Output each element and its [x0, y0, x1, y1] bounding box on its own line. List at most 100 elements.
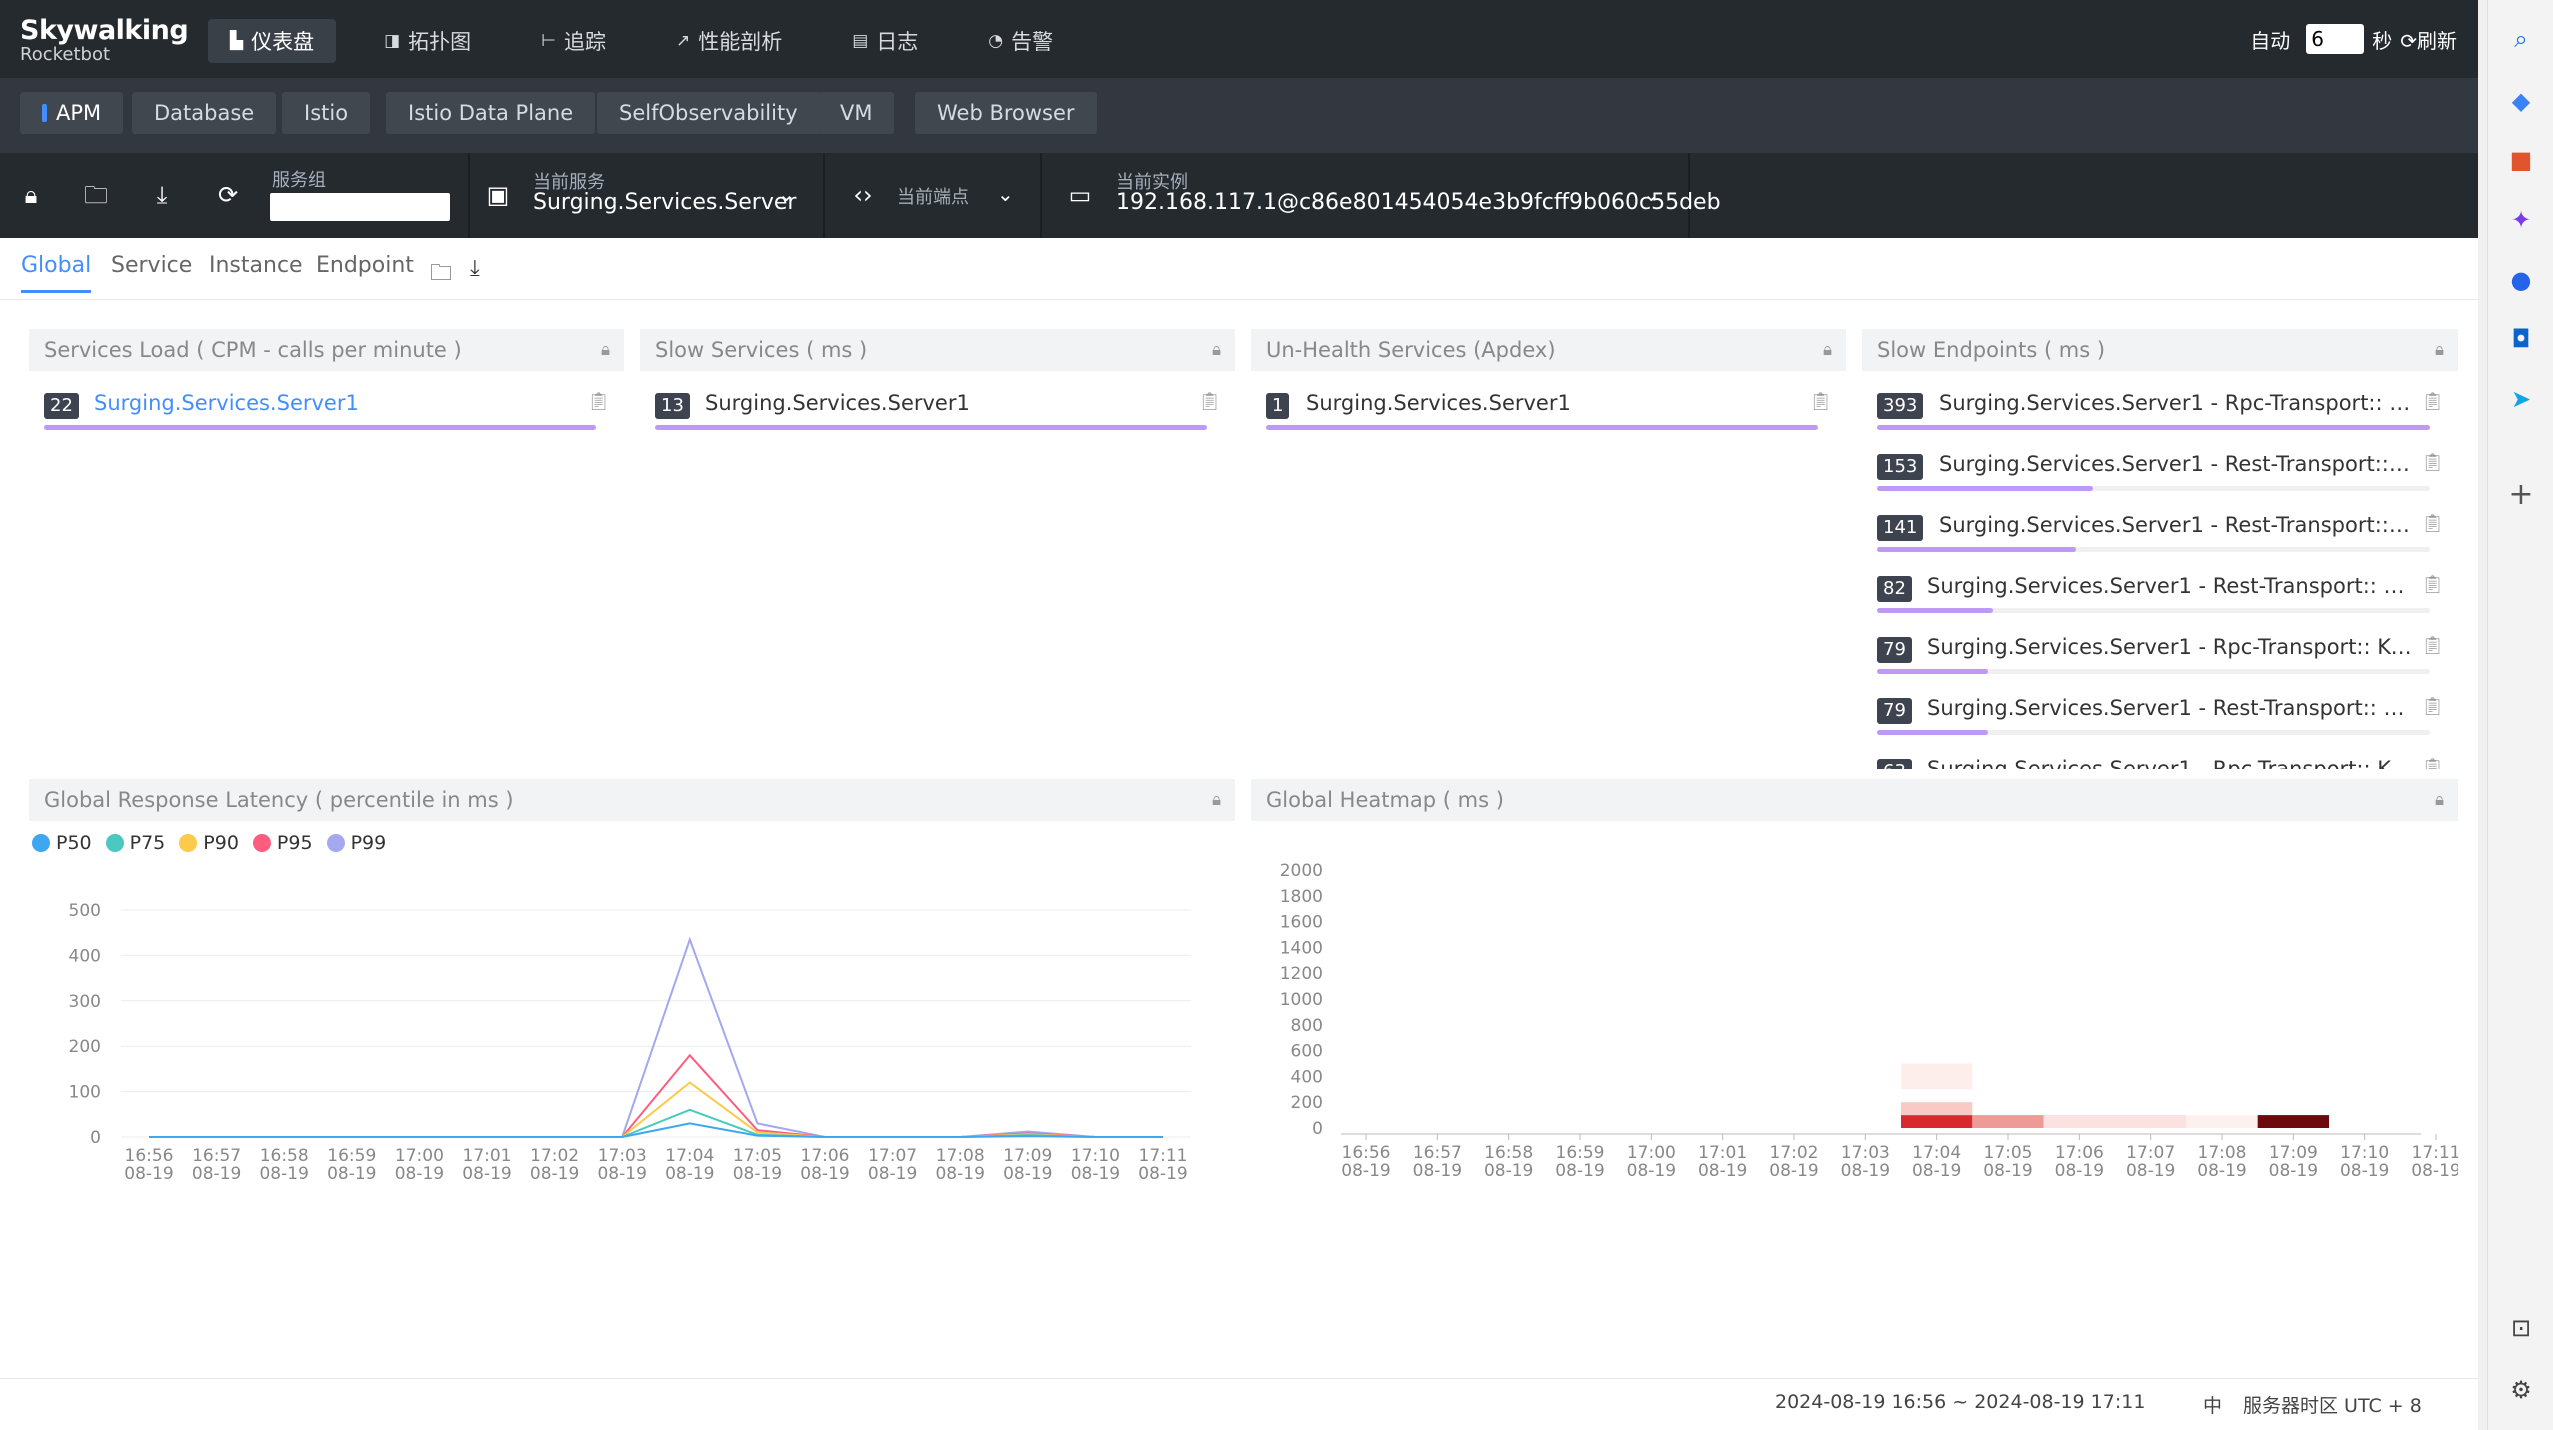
tab-instance[interactable]: Instance — [209, 253, 303, 278]
rank-bar-track — [1877, 730, 2430, 735]
screenshot-icon[interactable]: ⊡ — [2504, 1311, 2538, 1345]
legend-item-p50[interactable]: P50 — [32, 832, 92, 854]
search-icon[interactable]: ⌕ — [2504, 22, 2538, 56]
lock-icon[interactable]: 🔒︎ — [24, 181, 38, 209]
x-tick-label: 08-19 — [1138, 1164, 1187, 1184]
x-tick-label: 08-19 — [665, 1164, 714, 1184]
download-icon[interactable]: ⤓ — [470, 256, 480, 281]
value-badge: 141 — [1877, 515, 1924, 541]
panel-unhealth-services: Un-Health Services (Apdex) 🔒︎ 1 Surging.… — [1251, 329, 1846, 769]
lock-icon[interactable]: 🔒︎ — [1211, 790, 1221, 810]
rank-bar-track — [1266, 425, 1818, 430]
send-icon[interactable]: ➤ — [2504, 382, 2538, 416]
heatmap-cell — [2257, 1115, 2329, 1128]
copy-icon[interactable]: 📋︎ — [2421, 513, 2444, 534]
tab-service[interactable]: Service — [111, 253, 193, 278]
copy-icon[interactable]: 📋︎ — [2421, 757, 2444, 769]
legend-dot — [179, 834, 198, 852]
rank-bar-track — [655, 425, 1207, 430]
chevron-down-icon[interactable]: ⌄ — [997, 182, 1014, 206]
nav-topology[interactable]: ◨ 拓扑图 — [362, 19, 493, 63]
copilot-icon[interactable]: ● — [2504, 263, 2538, 297]
layer-tab-apm[interactable]: APM — [20, 92, 124, 134]
service-select[interactable]: Surging.Services.Server — [533, 190, 797, 215]
code-icon: ‹› — [853, 181, 873, 209]
panel-title: Global Response Latency ( percentile in … — [29, 779, 1235, 821]
lock-icon[interactable]: 🔒︎ — [600, 340, 610, 360]
instance-select[interactable]: 192.168.117.1@c86e801454054e3b9fcff9b060… — [1116, 190, 1721, 215]
tab-global[interactable]: Global — [21, 253, 92, 293]
legend-item-p95[interactable]: P95 — [252, 832, 313, 854]
layer-tab-istio-data-plane[interactable]: Istio Data Plane — [386, 92, 596, 134]
nav-profile[interactable]: ↗ 性能剖析 — [654, 19, 804, 63]
chevron-down-icon[interactable]: ⌄ — [778, 182, 795, 206]
value-badge: 63 — [1877, 759, 1912, 769]
panel-global-latency: Global Response Latency ( percentile in … — [29, 779, 1235, 1219]
x-tick-label: 08-19 — [2126, 1161, 2175, 1181]
copy-icon[interactable]: 📋︎ — [2421, 452, 2444, 473]
endpoint-label[interactable]: 当前端点 — [897, 187, 969, 208]
legend-item-p90[interactable]: P90 — [179, 832, 239, 854]
legend-item-p99[interactable]: P99 — [326, 832, 386, 854]
copy-icon[interactable]: 📋︎ — [587, 391, 610, 412]
layer-tab-selfobservability[interactable]: SelfObservability — [597, 92, 820, 134]
server-timezone: 服务器时区 UTC + 8 — [2243, 1395, 2422, 1417]
folder-icon[interactable]: 🗀 — [84, 181, 108, 209]
outlook-icon[interactable]: ◘ — [2504, 322, 2538, 356]
settings-icon-glyph: ⚙ — [2510, 1376, 2532, 1404]
nav-label: 告警 — [1011, 30, 1054, 54]
list-item: 13 Surging.Services.Server1 📋︎ — [655, 383, 1221, 433]
refresh-button[interactable]: ⟳刷新 — [2400, 25, 2457, 54]
copy-icon[interactable]: 📋︎ — [1809, 391, 1832, 412]
lock-icon[interactable]: 🔒︎ — [2434, 790, 2444, 810]
legend-item-p75[interactable]: P75 — [105, 832, 165, 854]
lock-icon[interactable]: 🔒︎ — [2434, 340, 2444, 360]
tag-icon[interactable]: ◆ — [2504, 84, 2538, 118]
nav-log[interactable]: ▤ 日志 — [830, 19, 940, 63]
nav-dashboard[interactable]: ▙ 仪表盘 — [208, 19, 337, 63]
lock-icon[interactable]: 🔒︎ — [1211, 340, 1221, 360]
briefcase-icon[interactable]: ■ — [2504, 143, 2538, 177]
group-input[interactable] — [270, 193, 450, 221]
logo: Skywalking Rocketbot — [20, 16, 189, 64]
copy-icon[interactable]: 📋︎ — [1198, 391, 1221, 412]
time-range[interactable]: 2024-08-19 16:56 ~ 2024-08-19 17:11 — [1775, 1391, 2146, 1413]
lock-icon[interactable]: 🔒︎ — [1822, 340, 1832, 360]
x-tick-label: 16:59 — [327, 1146, 376, 1166]
language-toggle[interactable]: 中 — [2203, 1395, 2223, 1417]
copy-icon[interactable]: 📋︎ — [2421, 574, 2444, 595]
panel-title: Services Load ( CPM - calls per minute ) — [29, 329, 624, 371]
download-icon[interactable]: ⤓ — [156, 181, 168, 209]
auto-interval-input[interactable]: 6 — [2306, 24, 2365, 54]
copy-icon[interactable]: 📋︎ — [2421, 696, 2444, 717]
auto-refresh: 自动 6 秒 ⟳刷新 — [2250, 24, 2457, 54]
x-tick-label: 08-19 — [1341, 1161, 1390, 1181]
x-tick-label: 17:11 — [1139, 1146, 1188, 1166]
tab-endpoint[interactable]: Endpoint — [316, 253, 414, 278]
service-link[interactable]: Surging.Services.Server1 — [94, 391, 359, 415]
y-tick-label: 600 — [1291, 1042, 1323, 1062]
copy-icon[interactable]: 📋︎ — [2421, 635, 2444, 656]
folder-icon[interactable]: 🗀 — [430, 261, 453, 286]
scrollbar[interactable] — [2478, 0, 2487, 1430]
layer-tab-istio[interactable]: Istio — [282, 92, 371, 134]
layer-tab-vm[interactable]: VM — [818, 92, 895, 134]
chevron-down-icon[interactable]: ⌄ — [1643, 182, 1660, 206]
nav-alarm[interactable]: ◔ 告警 — [966, 19, 1075, 63]
game-icon[interactable]: ✦ — [2504, 203, 2538, 237]
y-tick-label: 2000 — [1280, 861, 1323, 881]
nav-trace[interactable]: ⊢ 追踪 — [519, 19, 628, 63]
x-tick-label: 17:03 — [1841, 1143, 1890, 1163]
x-tick-label: 17:09 — [2269, 1143, 2318, 1163]
add-icon[interactable]: + — [2504, 478, 2538, 512]
copy-icon[interactable]: 📋︎ — [2421, 391, 2444, 412]
auto-label[interactable]: 自动 — [2250, 28, 2291, 53]
alarm-icon: ◔ — [988, 31, 1004, 51]
layer-tab-database[interactable]: Database — [132, 92, 277, 134]
layer-tab-web-browser[interactable]: Web Browser — [915, 92, 1097, 134]
sync-icon[interactable]: ⟳ — [217, 181, 239, 209]
settings-icon[interactable]: ⚙ — [2504, 1373, 2538, 1407]
x-tick-label: 08-19 — [395, 1164, 444, 1184]
rank-bar — [655, 425, 1207, 430]
x-tick-label: 17:07 — [868, 1146, 917, 1166]
